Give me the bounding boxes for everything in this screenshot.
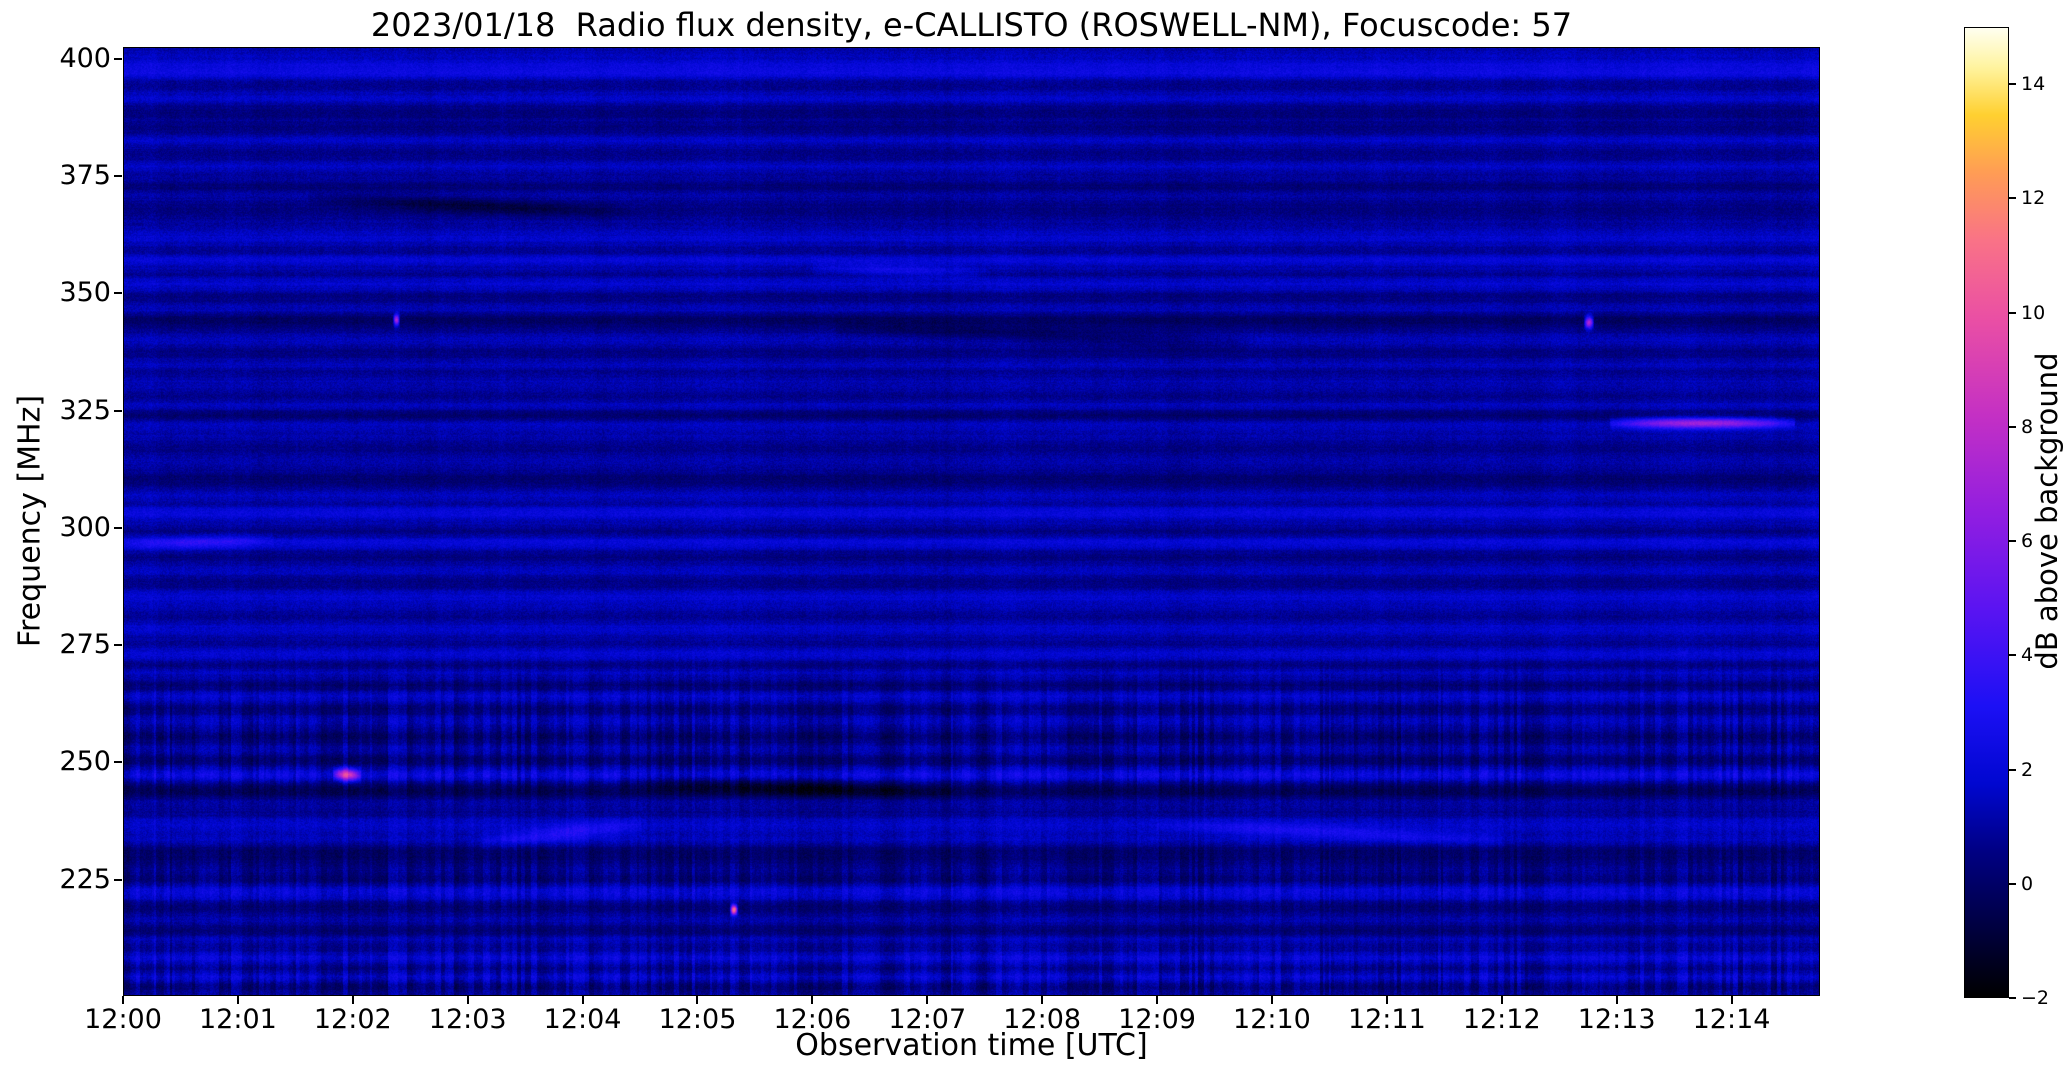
y-tick-mark	[114, 409, 122, 412]
x-tick-mark	[1270, 996, 1273, 1004]
plot-area	[123, 47, 1820, 996]
y-tick-mark	[114, 761, 122, 764]
chart-title: 2023/01/18 Radio flux density, e-CALLIST…	[370, 6, 1573, 44]
y-tick-label: 275	[59, 629, 111, 661]
x-tick-mark	[1156, 996, 1159, 1004]
x-tick-mark	[1041, 996, 1044, 1004]
colorbar-tick-mark	[2009, 768, 2016, 771]
x-tick-label: 12:07	[888, 1004, 967, 1035]
y-tick-mark	[114, 526, 122, 529]
x-tick-mark	[926, 996, 929, 1004]
colorbar-tick-label: 14	[2021, 73, 2046, 96]
x-axis-label: Observation time [UTC]	[795, 1028, 1148, 1063]
colorbar-tick-mark	[2009, 83, 2016, 86]
y-tick-label: 375	[59, 160, 111, 191]
colorbar-tick-mark	[2009, 882, 2016, 885]
y-tick-label: 400	[59, 42, 111, 74]
x-tick-label: 12:04	[543, 1004, 622, 1035]
x-tick-label: 12:08	[1003, 1004, 1082, 1035]
x-tick-label: 12:12	[1462, 1004, 1541, 1035]
y-tick-label: 350	[59, 277, 111, 309]
x-tick-mark	[1730, 996, 1733, 1004]
y-tick-label: 300	[59, 511, 111, 543]
spectrogram-canvas	[124, 48, 1819, 995]
x-tick-label: 12:13	[1577, 1004, 1656, 1035]
colorbar-tick-label: 12	[2021, 187, 2046, 210]
colorbar-tick-label: 2	[2021, 758, 2034, 781]
y-tick-mark	[114, 57, 122, 60]
colorbar-tick-label: 6	[2021, 530, 2034, 553]
colorbar-tick-label: 0	[2021, 872, 2034, 895]
x-tick-label: 12:14	[1692, 1004, 1771, 1035]
x-tick-label: 12:01	[198, 1004, 277, 1035]
y-tick-label: 225	[59, 863, 111, 895]
x-tick-mark	[236, 996, 239, 1004]
colorbar-tick-mark	[2009, 197, 2016, 200]
y-tick-label: 250	[59, 746, 111, 778]
x-tick-label: 12:02	[313, 1004, 392, 1035]
x-tick-mark	[1615, 996, 1618, 1004]
x-tick-label: 12:06	[773, 1004, 852, 1035]
colorbar-tick-mark	[2009, 425, 2016, 428]
x-tick-label: 12:00	[84, 1004, 162, 1035]
x-tick-label: 12:11	[1347, 1004, 1426, 1035]
colorbar	[1964, 27, 2009, 998]
colorbar-tick-label: 4	[2021, 644, 2034, 667]
y-tick-mark	[114, 878, 122, 881]
colorbar-tick-label: 10	[2021, 301, 2046, 324]
x-tick-mark	[466, 996, 469, 1004]
colorbar-tick-label: 8	[2021, 415, 2034, 438]
y-tick-label: 325	[59, 394, 111, 426]
x-tick-label: 12:03	[428, 1004, 507, 1035]
x-tick-mark	[1385, 996, 1388, 1004]
x-tick-mark	[122, 996, 124, 1004]
x-tick-mark	[351, 996, 354, 1004]
y-tick-mark	[114, 175, 122, 177]
x-tick-mark	[581, 996, 584, 1004]
x-tick-label: 12:10	[1233, 1004, 1311, 1035]
y-tick-mark	[114, 644, 122, 647]
colorbar-label: dB above background	[2030, 352, 2064, 670]
colorbar-tick-mark	[2009, 540, 2016, 543]
x-tick-mark	[1500, 996, 1503, 1004]
x-tick-mark	[811, 996, 814, 1004]
x-tick-mark	[696, 996, 699, 1004]
y-tick-mark	[114, 292, 122, 295]
colorbar-tick-mark	[2009, 311, 2016, 314]
colorbar-tick-mark	[2009, 997, 2016, 999]
x-tick-label: 12:09	[1118, 1004, 1196, 1035]
x-tick-label: 12:05	[658, 1004, 737, 1035]
colorbar-tick-label: −2	[2021, 987, 2050, 1009]
colorbar-tick-mark	[2009, 654, 2016, 657]
